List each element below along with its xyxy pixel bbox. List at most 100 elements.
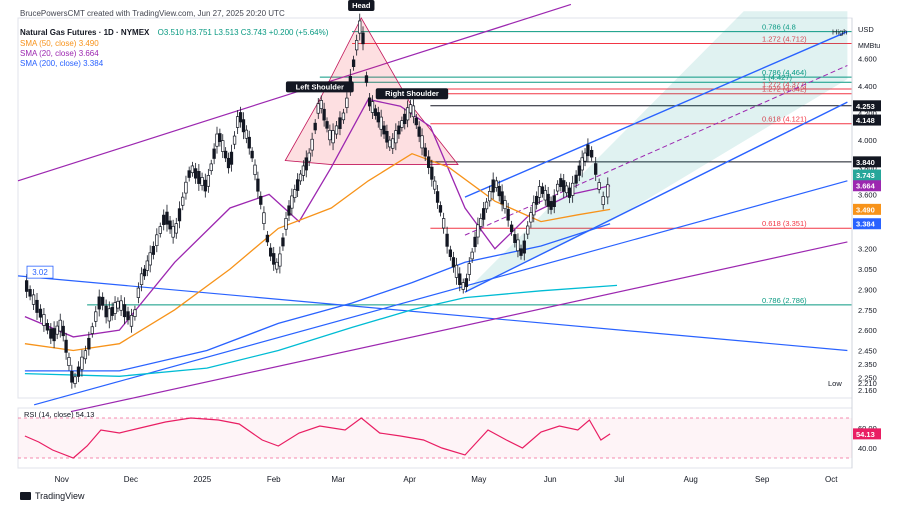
candle bbox=[193, 162, 198, 184]
candle-body bbox=[155, 234, 159, 247]
candle-body bbox=[136, 287, 141, 298]
candle bbox=[594, 157, 598, 181]
candle-body bbox=[190, 165, 195, 174]
candle bbox=[187, 166, 191, 182]
candle bbox=[181, 192, 185, 211]
y-tick-label: 2.160 bbox=[858, 386, 877, 395]
candle bbox=[494, 176, 498, 192]
candle bbox=[556, 180, 560, 196]
candle-body bbox=[235, 116, 240, 128]
candle bbox=[165, 204, 169, 232]
chart-credit: BrucePowersCMT created with TradingView.… bbox=[20, 9, 285, 18]
ma-extra-line bbox=[24, 284, 618, 377]
candle bbox=[97, 289, 101, 317]
candle bbox=[313, 119, 317, 135]
candle-body bbox=[218, 133, 222, 143]
candle-body bbox=[385, 130, 389, 143]
candle bbox=[298, 170, 303, 185]
candle bbox=[101, 292, 105, 311]
y-tick-label: 2.450 bbox=[858, 347, 877, 356]
candle-body bbox=[35, 299, 39, 313]
candle-body bbox=[67, 357, 71, 366]
candle-body bbox=[269, 247, 273, 257]
candle-body bbox=[411, 105, 416, 118]
price-tag: 4.148 bbox=[856, 116, 875, 125]
candle-body bbox=[467, 263, 471, 275]
candle bbox=[500, 184, 504, 212]
candle bbox=[221, 134, 225, 159]
candle-body bbox=[139, 273, 144, 286]
candle-body bbox=[171, 225, 175, 238]
candle bbox=[158, 222, 162, 238]
candle-body bbox=[445, 233, 449, 247]
candle bbox=[379, 109, 383, 137]
candle-body bbox=[559, 178, 563, 187]
candle-body bbox=[203, 179, 207, 192]
candle bbox=[83, 345, 88, 364]
low-value: 2.210 bbox=[858, 379, 877, 388]
candle-body bbox=[107, 308, 111, 322]
candle bbox=[473, 231, 477, 253]
candle-body bbox=[546, 193, 550, 207]
candle-body bbox=[491, 179, 495, 193]
candle-body bbox=[229, 151, 234, 165]
sma20-legend[interactable]: SMA (20, close) 3.664 bbox=[20, 49, 99, 58]
candle bbox=[203, 173, 207, 198]
tradingview-logo[interactable]: TradingView bbox=[20, 491, 85, 501]
candle bbox=[522, 233, 526, 261]
candle bbox=[433, 176, 437, 195]
price-tag-bg bbox=[853, 100, 881, 112]
candle bbox=[338, 111, 342, 136]
sma200-legend[interactable]: SMA (200, close) 3.384 bbox=[20, 59, 104, 68]
candle bbox=[484, 197, 489, 213]
candle-body bbox=[247, 136, 251, 149]
candle-body bbox=[55, 325, 59, 335]
candle-body bbox=[58, 319, 62, 332]
candle bbox=[391, 133, 395, 154]
candle bbox=[200, 172, 204, 191]
candle bbox=[235, 110, 240, 134]
candle-body bbox=[232, 135, 237, 145]
candle-body bbox=[38, 308, 43, 318]
tradingview-logo-icon bbox=[20, 492, 31, 500]
candle-body bbox=[265, 234, 270, 243]
candle-body bbox=[307, 152, 311, 162]
candle bbox=[355, 34, 359, 56]
candle bbox=[370, 95, 375, 120]
candle bbox=[61, 320, 65, 342]
level-label: 1 (4.427) bbox=[762, 73, 793, 82]
candle-body bbox=[284, 218, 288, 230]
candle-body bbox=[148, 252, 152, 266]
candle-body bbox=[552, 195, 556, 207]
candle-body bbox=[522, 240, 526, 254]
candle-body bbox=[253, 164, 257, 175]
candle bbox=[206, 168, 211, 193]
callout-left-text: 3.02 bbox=[32, 268, 48, 277]
candle-body bbox=[197, 171, 201, 184]
candle bbox=[42, 308, 46, 332]
candle-body bbox=[361, 32, 365, 45]
pattern-label-bg bbox=[285, 81, 354, 93]
sma50-legend[interactable]: SMA (50, close) 3.490 bbox=[20, 39, 99, 48]
rsi-band bbox=[18, 418, 852, 458]
y-tick-label: 4.200 bbox=[858, 109, 877, 118]
price-tag-bg bbox=[853, 114, 881, 126]
candle-body bbox=[113, 302, 117, 314]
candle bbox=[430, 159, 434, 187]
candle bbox=[58, 313, 62, 338]
candle bbox=[334, 121, 339, 139]
candle bbox=[278, 246, 282, 274]
x-tick-label: Mar bbox=[331, 475, 345, 484]
unit-label: MMBtu bbox=[858, 43, 880, 50]
candle bbox=[304, 150, 308, 178]
candle bbox=[253, 159, 257, 181]
symbol-name[interactable]: Natural Gas Futures · 1D · NYMEX bbox=[20, 28, 150, 37]
candle bbox=[526, 221, 530, 240]
candle-body bbox=[256, 178, 260, 192]
candle-body bbox=[408, 104, 413, 114]
candle-body bbox=[145, 260, 149, 271]
candle bbox=[177, 201, 182, 229]
y-tick-label: 2.900 bbox=[858, 285, 877, 294]
candle-body bbox=[119, 300, 123, 311]
